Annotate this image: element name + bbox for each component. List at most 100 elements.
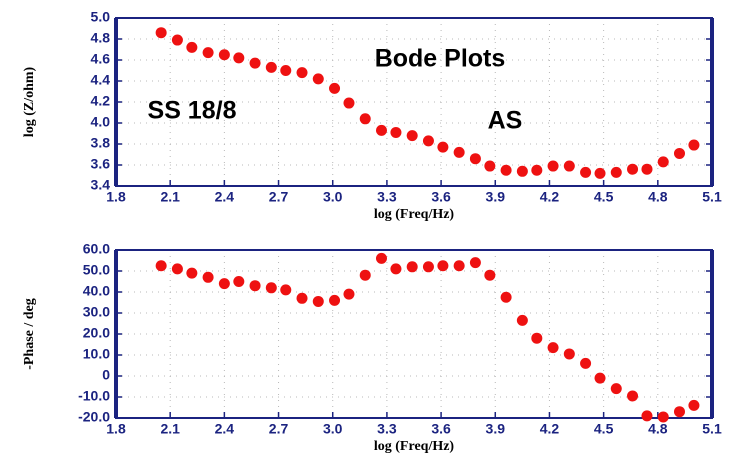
data-point <box>171 34 183 46</box>
data-point <box>186 41 198 53</box>
y-tick-label: 3.6 <box>91 156 111 172</box>
x-tick-label: 4.8 <box>648 189 668 205</box>
annotation: Bode Plots <box>375 45 506 73</box>
y-tick-label: 5.0 <box>91 9 111 25</box>
y-tick-label: 0 <box>102 367 110 383</box>
y-tick-label: 4.4 <box>91 72 111 88</box>
y-tick-label: 4.0 <box>91 114 111 130</box>
x-tick-label: 2.7 <box>269 421 289 437</box>
x-tick-label: 2.1 <box>160 421 180 437</box>
data-point <box>594 372 606 384</box>
data-point <box>516 314 528 326</box>
data-point <box>233 276 245 287</box>
x-tick-label: 3.3 <box>377 189 397 205</box>
data-point <box>296 292 308 304</box>
data-point <box>673 406 685 418</box>
x-axis-label: log (Freq/Hz) <box>374 439 455 454</box>
data-point <box>202 47 214 59</box>
y-tick-label: -10.0 <box>78 388 110 404</box>
y-tick-label: 50.0 <box>83 262 110 278</box>
x-tick-label: 3.0 <box>323 189 343 205</box>
data-point <box>580 357 592 369</box>
data-point <box>500 164 512 176</box>
y-tick-label: 40.0 <box>83 283 110 299</box>
data-point <box>657 156 669 168</box>
data-point <box>186 267 198 279</box>
data-point <box>329 294 341 306</box>
data-point <box>406 130 418 142</box>
data-point <box>437 260 449 272</box>
data-point <box>673 147 685 159</box>
data-point <box>688 139 700 151</box>
data-point <box>359 269 371 281</box>
x-tick-label: 2.7 <box>269 189 289 205</box>
x-tick-label: 3.3 <box>377 421 397 437</box>
data-point <box>469 153 481 165</box>
x-tick-label: 4.2 <box>540 421 560 437</box>
data-point <box>202 271 214 283</box>
x-tick-label: 5.1 <box>702 421 722 437</box>
data-point <box>329 82 341 94</box>
data-point <box>516 165 528 177</box>
data-point <box>218 278 230 290</box>
data-point <box>437 141 449 153</box>
x-tick-label: 4.5 <box>594 189 614 205</box>
x-tick-label: 4.8 <box>648 421 668 437</box>
data-point <box>375 124 387 136</box>
data-point <box>453 146 465 158</box>
y-tick-label: 4.8 <box>91 30 111 46</box>
data-point <box>610 166 622 178</box>
data-point <box>563 348 575 360</box>
data-point <box>155 260 167 272</box>
annotation: SS 18/8 <box>148 97 237 125</box>
data-point <box>422 261 434 273</box>
x-tick-label: 3.9 <box>486 421 506 437</box>
data-point <box>265 282 277 294</box>
data-point <box>484 269 496 281</box>
data-point <box>531 332 543 344</box>
y-tick-label: 10.0 <box>83 346 110 362</box>
data-point <box>641 163 653 175</box>
data-point <box>390 263 402 275</box>
data-point <box>484 160 496 172</box>
data-point <box>657 411 669 423</box>
y-axis-label: -Phase / deg <box>22 298 37 370</box>
data-point <box>594 167 606 179</box>
y-axis-label: log (Z/ohm) <box>22 66 37 137</box>
data-point <box>249 57 261 69</box>
data-point <box>627 163 639 175</box>
x-axis-label: log (Freq/Hz) <box>374 207 455 222</box>
y-tick-label: 30.0 <box>83 304 110 320</box>
data-point <box>375 252 387 264</box>
data-point <box>171 263 183 275</box>
y-tick-label: 4.2 <box>91 93 111 109</box>
data-point <box>280 284 292 296</box>
data-point <box>359 113 371 125</box>
annotation: AS <box>488 107 523 135</box>
x-tick-label: 4.2 <box>540 189 560 205</box>
data-point <box>343 288 355 300</box>
data-point <box>469 257 481 269</box>
y-tick-label: 4.6 <box>91 51 111 67</box>
data-point <box>343 97 355 109</box>
y-tick-label: 3.4 <box>91 177 111 193</box>
data-point <box>547 160 559 172</box>
y-tick-label: 60.0 <box>83 241 110 257</box>
data-point <box>610 383 622 395</box>
x-tick-label: 1.8 <box>106 421 126 437</box>
data-point <box>547 342 559 354</box>
x-tick-label: 1.8 <box>106 189 126 205</box>
x-tick-label: 3.9 <box>486 189 506 205</box>
data-point <box>422 135 434 147</box>
data-point <box>249 280 261 292</box>
data-point <box>500 291 512 303</box>
data-point <box>155 27 167 39</box>
data-point <box>627 390 639 402</box>
x-tick-label: 4.5 <box>594 421 614 437</box>
data-point <box>563 160 575 172</box>
data-point <box>688 399 700 411</box>
data-point <box>296 67 308 79</box>
x-tick-label: 2.1 <box>160 189 180 205</box>
